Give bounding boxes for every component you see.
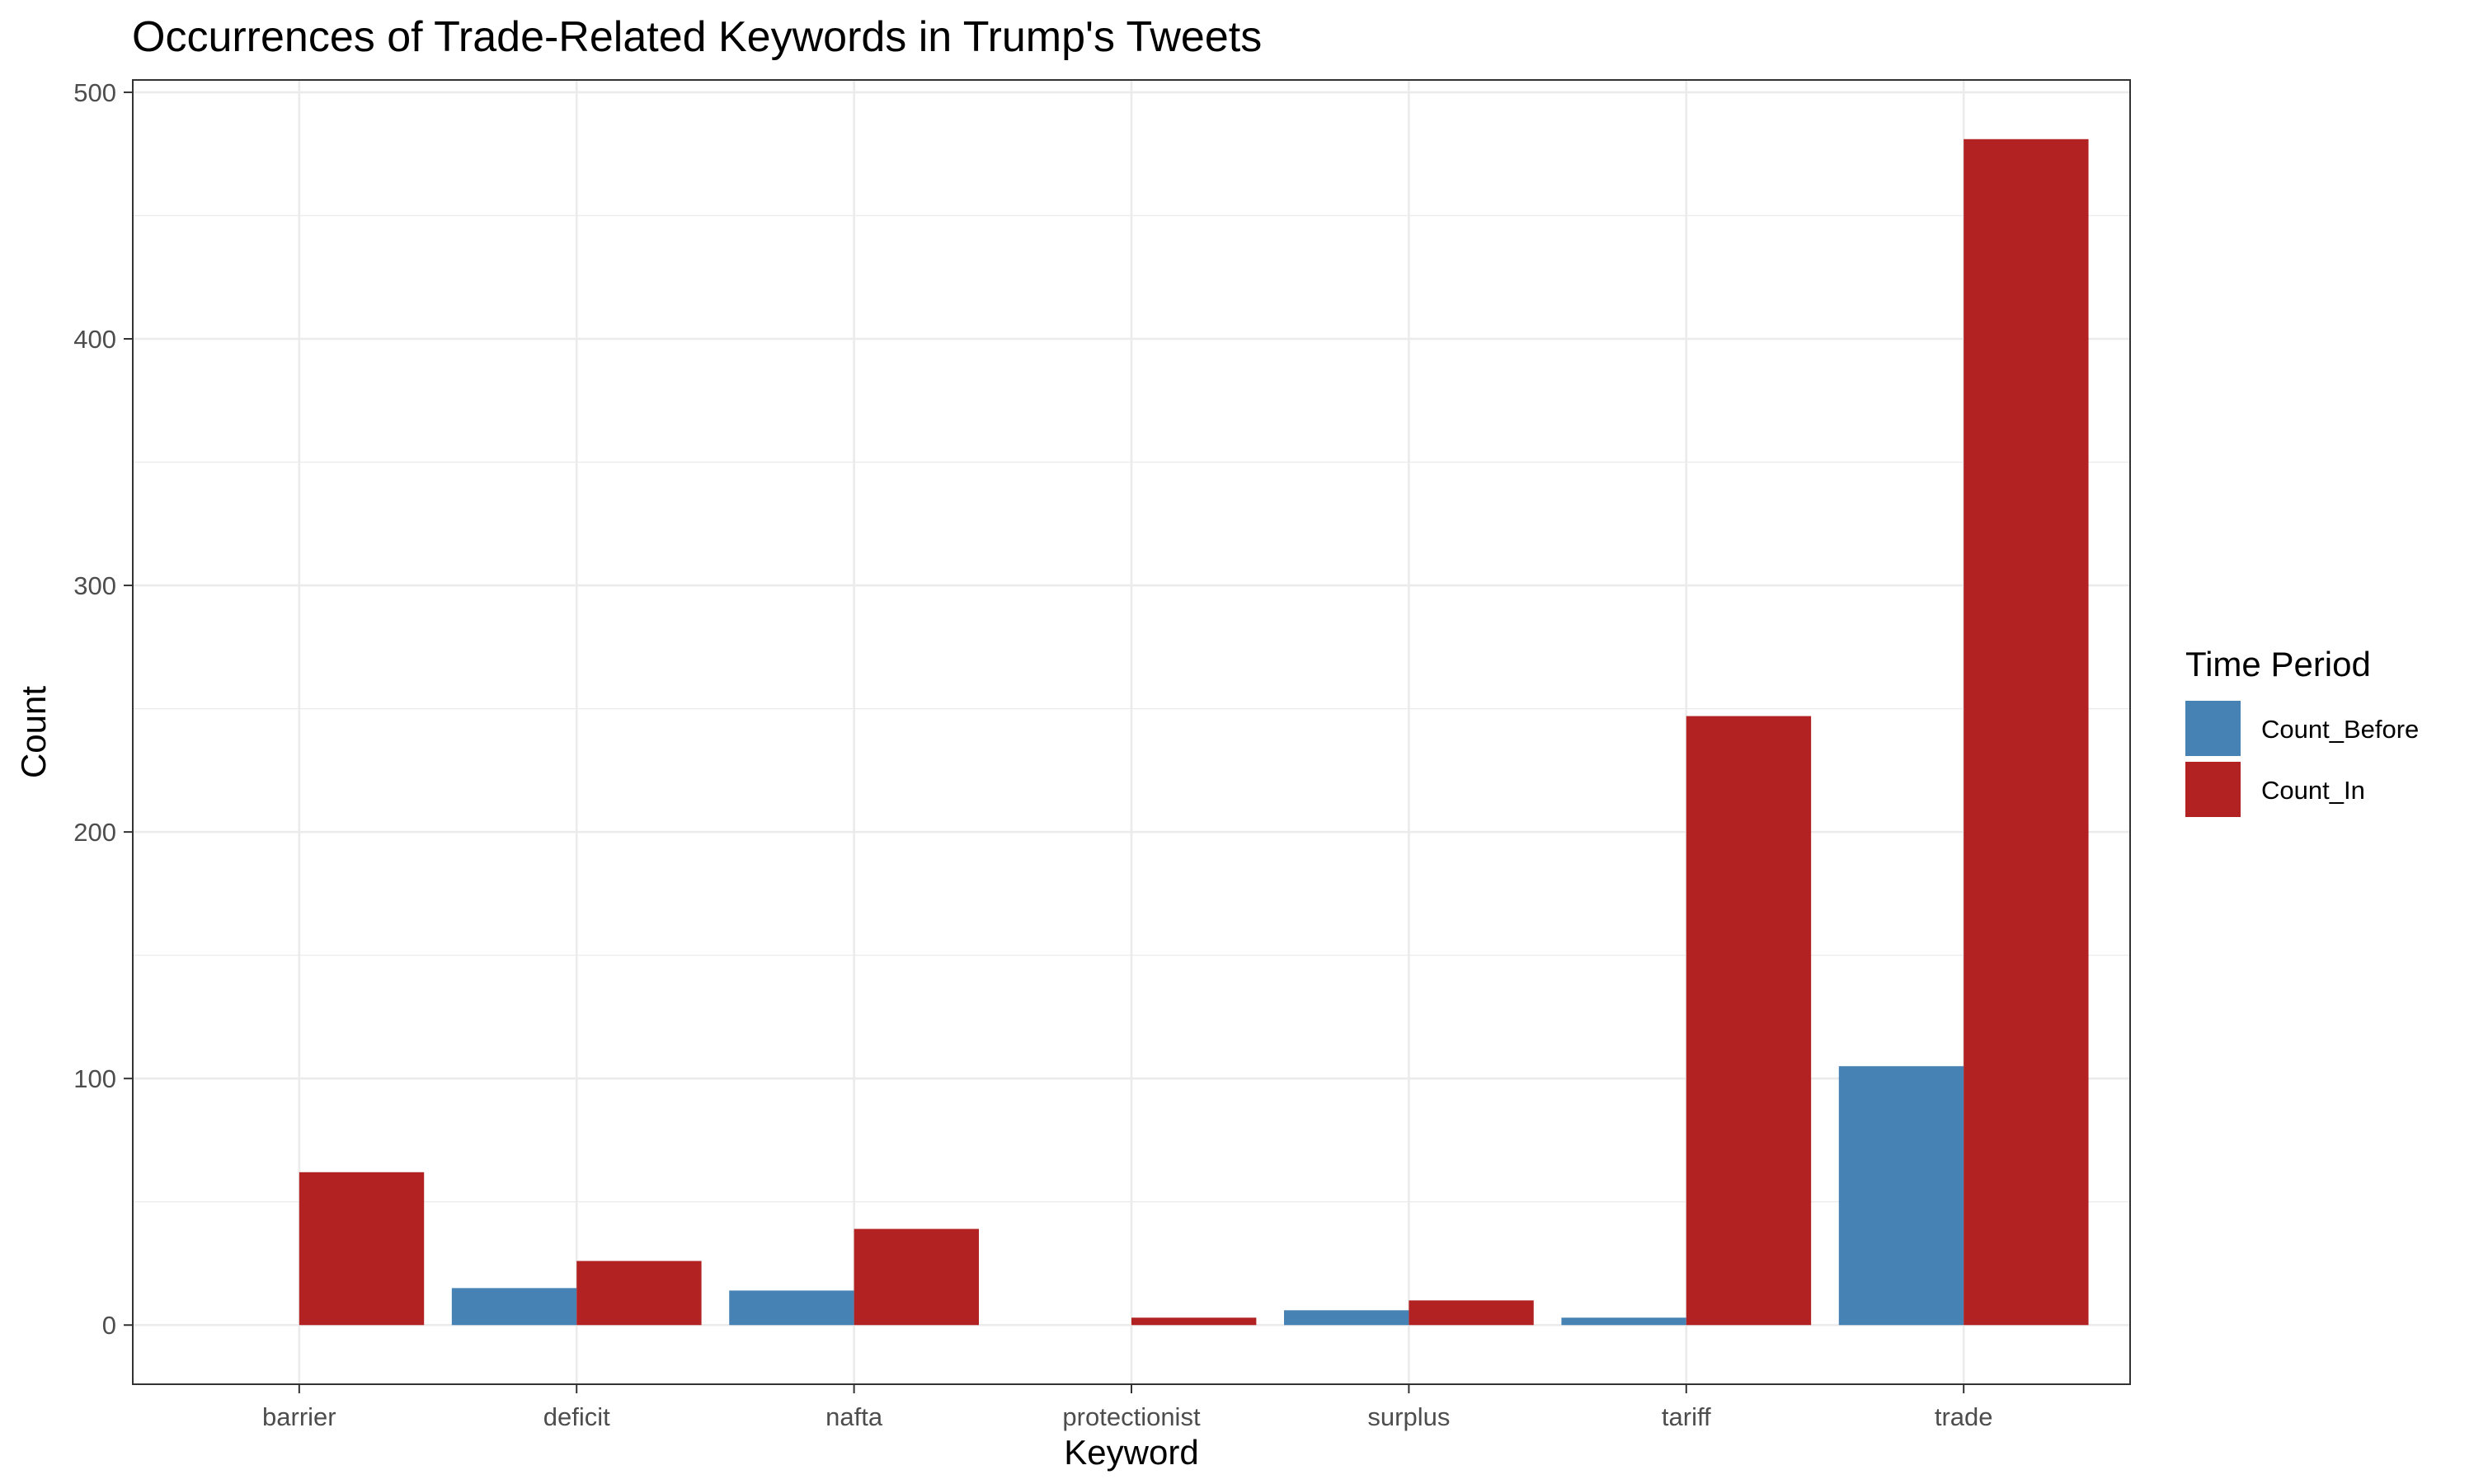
x-tick-label: deficit [543,1402,610,1431]
y-axis-title: Count [14,686,53,778]
bar-protectionist-count-in [1131,1317,1257,1326]
x-tick-label: barrier [262,1402,336,1431]
bar-tariff-count-before [1561,1317,1686,1326]
gridlines [133,80,2130,1384]
chart-title: Occurrences of Trade-Related Keywords in… [132,13,1262,61]
legend-label: Count_Before [2261,715,2419,744]
bar-barrier-count-in [299,1172,425,1326]
axes: 0 100 200 300 400 500 barrier deficit nafta prote… [73,78,1992,1431]
x-axis-title: Keyword [1064,1433,1198,1472]
y-tick-label: 200 [73,818,116,847]
bar-surplus-count-in [1409,1300,1534,1326]
bar-deficit-count-before [451,1288,577,1326]
legend-swatch [2185,762,2241,817]
legend-title: Time Period [2185,645,2371,683]
y-tick-label: 400 [73,325,116,354]
y-tick-label: 0 [102,1311,116,1340]
bar-nafta-count-in [854,1228,979,1326]
bar-deficit-count-in [576,1261,702,1326]
legend-label: Count_In [2261,776,2365,805]
bar-nafta-count-before [729,1290,854,1326]
bars [299,139,2089,1326]
x-tick-label: trade [1935,1402,1993,1431]
bar-tariff-count-in [1686,716,1812,1326]
legend: Time Period Count_Before Count_In [2185,645,2419,817]
bar-surplus-count-before [1284,1310,1409,1326]
bar-trade-count-in [1964,139,2089,1326]
bar-trade-count-before [1838,1066,1964,1326]
y-tick-label: 100 [73,1064,116,1093]
x-tick-label: nafta [825,1402,883,1431]
legend-swatch [2185,701,2241,756]
y-tick-label: 500 [73,78,116,107]
y-tick-label: 300 [73,571,116,600]
x-tick-label: protectionist [1062,1402,1201,1431]
x-tick-label: surplus [1367,1402,1450,1431]
x-tick-label: tariff [1662,1402,1711,1431]
